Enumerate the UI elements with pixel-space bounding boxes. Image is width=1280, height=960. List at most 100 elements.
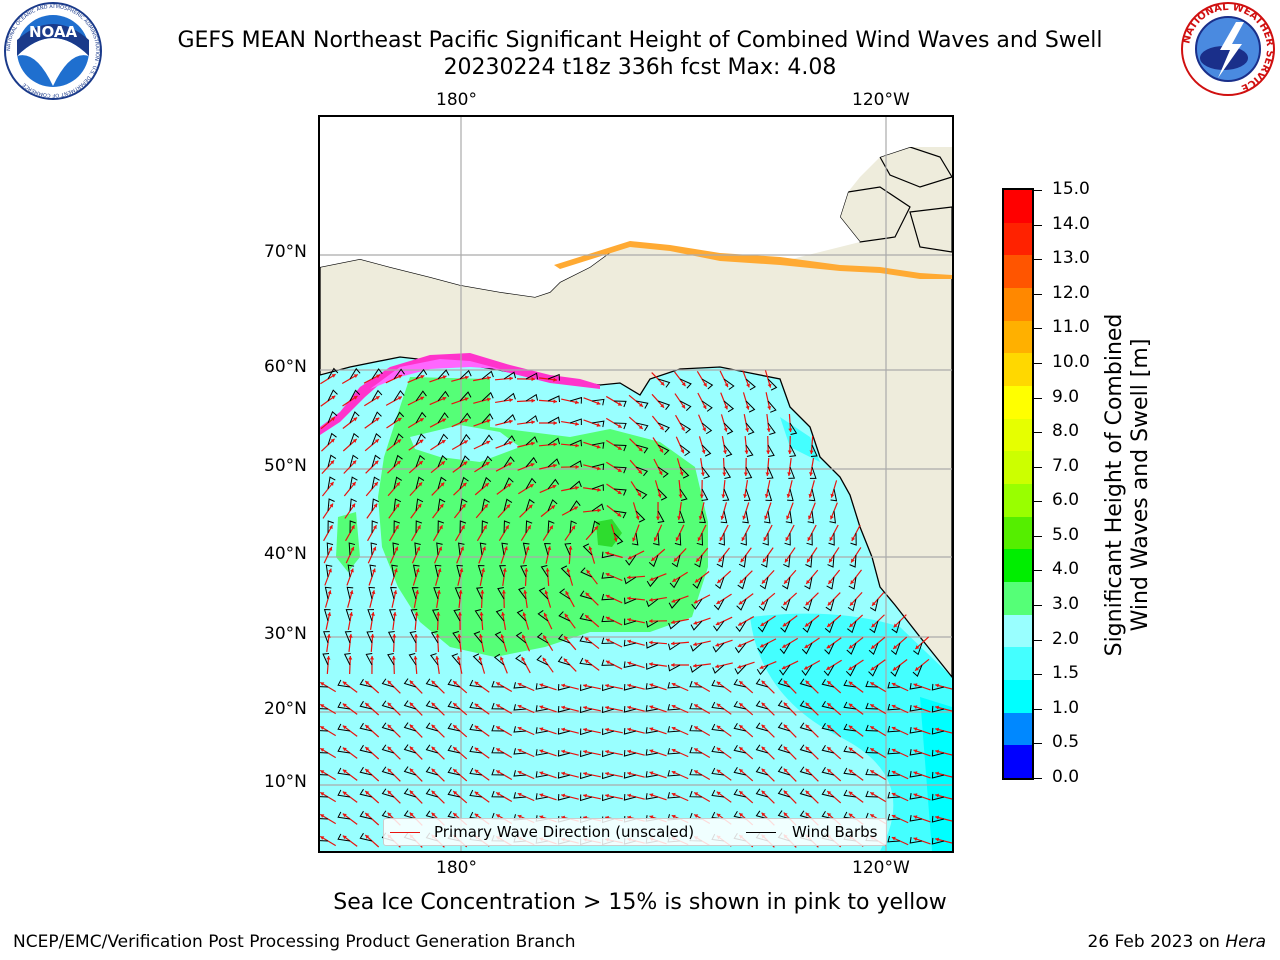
- lat-label-20n: 20°N: [264, 699, 307, 719]
- wind-barb: [410, 609, 418, 622]
- wind-barb: [320, 818, 329, 820]
- wave-arrow-head: [329, 503, 334, 508]
- wave-arrow-head: [398, 374, 403, 379]
- wind-barb: [387, 630, 395, 644]
- wind-barb: [320, 774, 329, 776]
- wave-arrow-head: [649, 577, 654, 581]
- map-panel: [318, 115, 954, 853]
- wind-barb: [601, 750, 615, 758]
- wind-barb: [931, 727, 945, 735]
- wave-arrow-head: [671, 641, 675, 646]
- wind-barb: [755, 788, 769, 798]
- wind-barb: [491, 768, 505, 776]
- wind-barb: [425, 678, 439, 688]
- wave-arrow-head: [672, 578, 677, 582]
- wave-arrow-head: [575, 443, 579, 448]
- wind-barb: [745, 444, 754, 457]
- wind-barb: [367, 609, 375, 622]
- wind-barb: [515, 631, 527, 644]
- wind-barb: [430, 630, 439, 644]
- wave-arrow-head: [413, 634, 419, 638]
- wave-arrow-head: [716, 681, 721, 686]
- wave-arrow-head: [597, 487, 601, 492]
- wave-arrow-head: [693, 642, 697, 647]
- wind-barb: [668, 598, 681, 609]
- wind-barb: [393, 433, 404, 446]
- wind-barb: [477, 565, 485, 578]
- wave-arrow-head: [741, 537, 746, 542]
- wave-arrow-head: [679, 471, 684, 476]
- wave-arrow-head: [441, 418, 446, 423]
- wave-arrow-head: [597, 508, 601, 513]
- wind-barb: [931, 837, 945, 845]
- wave-arrow-head: [649, 749, 654, 754]
- wave-arrow-head: [508, 419, 513, 424]
- wind-barb: [757, 620, 769, 633]
- wave-arrow-head: [326, 634, 331, 638]
- wind-barb: [525, 372, 539, 380]
- wave-arrow-head: [649, 640, 653, 645]
- wind-barb: [381, 810, 395, 820]
- wave-arrow-head: [871, 644, 876, 649]
- wave-arrow-head: [617, 446, 622, 450]
- wind-barb: [804, 576, 813, 590]
- colorbar-tick-mark: [1034, 778, 1042, 779]
- wave-arrow-head: [605, 705, 609, 710]
- wind-barb: [601, 615, 615, 623]
- wave-arrow-head: [678, 494, 683, 498]
- wind-barb: [733, 745, 747, 754]
- wave-arrow-head: [703, 382, 707, 387]
- wave-arrow-head: [365, 769, 370, 773]
- wave-arrow-head: [575, 464, 579, 469]
- wave-arrow-head: [370, 634, 375, 638]
- wave-arrow-head: [870, 792, 875, 796]
- footer-machine: Hera: [1225, 932, 1266, 952]
- wave-arrow-head: [935, 683, 940, 688]
- wind-barb: [821, 766, 835, 776]
- wind-barb: [767, 400, 777, 413]
- colorbar-label-line1: Significant Height of Combined: [1102, 313, 1127, 657]
- wave-arrow-head: [716, 769, 721, 774]
- wind-barb: [755, 722, 769, 732]
- wave-arrow-head: [935, 705, 940, 710]
- wind-barb: [909, 837, 923, 844]
- wind-barb: [481, 455, 493, 468]
- wind-barb: [711, 767, 725, 776]
- wave-arrow-head: [699, 494, 704, 498]
- wind-barb: [481, 498, 490, 512]
- wave-arrow-head: [583, 793, 587, 798]
- wind-barb: [824, 642, 835, 655]
- wind-barb: [635, 422, 649, 432]
- wind-barb: [678, 510, 685, 523]
- wind-barb: [503, 498, 513, 512]
- wave-arrow-head: [761, 812, 766, 817]
- wave-arrow-head: [561, 793, 566, 798]
- wave-arrow-head: [787, 472, 792, 476]
- wave-arrow-head: [935, 771, 940, 776]
- wave-arrow-head: [739, 579, 744, 584]
- wind-barb: [513, 682, 527, 689]
- colorbar-tick-label: 15.0: [1052, 179, 1090, 199]
- wind-barb: [513, 792, 527, 799]
- sea-ice-caption: Sea Ice Concentration > 15% is shown in …: [333, 890, 947, 915]
- wind-barb: [733, 679, 747, 688]
- wave-arrow-head: [453, 681, 458, 685]
- wind-barb: [646, 663, 659, 670]
- wave-arrow-head: [496, 792, 501, 797]
- wind-barb: [777, 766, 791, 776]
- wave-arrow-head: [740, 558, 745, 563]
- colorbar-tick-label: 8.0: [1052, 421, 1080, 442]
- wind-barb: [667, 792, 681, 799]
- wind-barb: [826, 576, 835, 590]
- wind-barb: [691, 598, 703, 610]
- wind-barb: [755, 700, 769, 710]
- wave-arrow-head: [935, 837, 940, 842]
- wind-barb: [865, 790, 879, 798]
- colorbar: [1002, 188, 1034, 780]
- wave-arrow-head: [716, 703, 721, 708]
- colorbar-tick-label: 2.0: [1052, 628, 1080, 649]
- wind-barb: [359, 744, 373, 754]
- wave-arrow-head: [457, 634, 462, 638]
- wave-arrow-head: [766, 450, 771, 454]
- wave-arrow-head: [486, 397, 491, 402]
